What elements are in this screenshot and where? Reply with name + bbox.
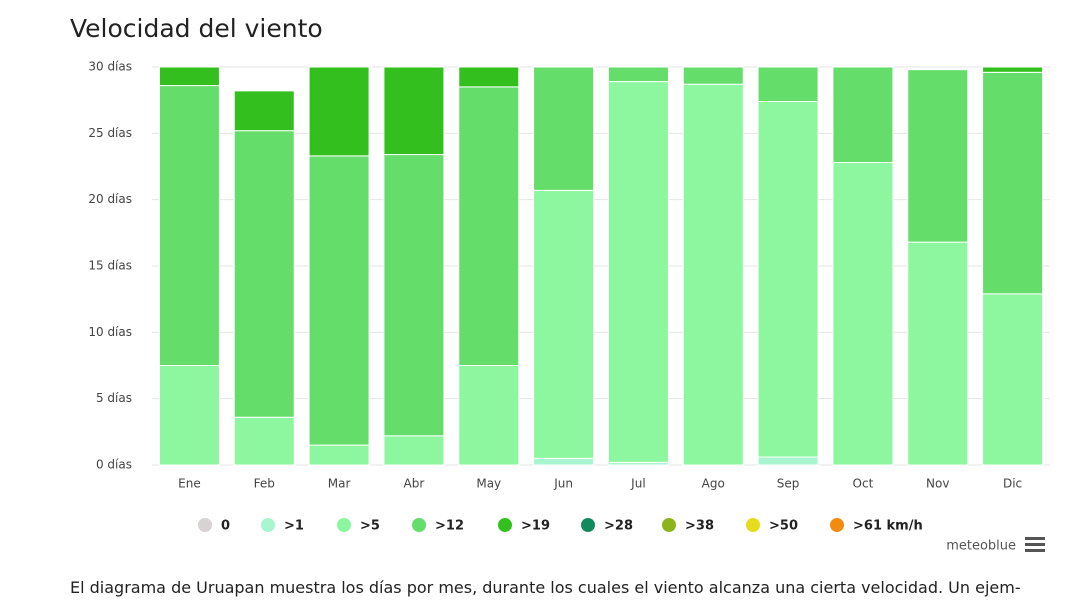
legend-swatch <box>412 518 426 532</box>
x-tick-label: May <box>476 477 501 491</box>
bar-segment <box>533 189 595 459</box>
bar-segment <box>233 416 295 466</box>
bar-segment <box>682 83 744 466</box>
bar-segment <box>907 69 969 243</box>
bar-segment <box>383 154 445 437</box>
legend-swatch <box>581 518 595 532</box>
legend-swatch <box>198 518 212 532</box>
bar-segment <box>757 456 819 466</box>
x-tick-label: Jul <box>630 477 645 491</box>
bar-segment <box>308 155 370 446</box>
bar-segment <box>158 85 220 366</box>
legend-swatch <box>261 518 275 532</box>
x-tick-label: Oct <box>853 477 874 491</box>
x-tick-label: Abr <box>404 477 425 491</box>
bar-segment <box>158 365 220 466</box>
legend-swatch <box>498 518 512 532</box>
x-tick-label: Nov <box>926 477 949 491</box>
description: El diagrama de Uruapan muestra los días … <box>70 578 1021 597</box>
bar-segment <box>308 66 370 157</box>
legend-label: >12 <box>435 519 464 534</box>
legend-swatch <box>337 518 351 532</box>
chart: Velocidad del viento meteoblue 0 días 5 d… <box>70 14 1050 554</box>
legend-swatch <box>746 518 760 532</box>
menu-line <box>1025 543 1045 546</box>
bar-segment <box>982 293 1044 466</box>
bar-segment <box>832 162 894 466</box>
x-tick-label: Mar <box>328 477 351 491</box>
bar-segment <box>607 81 669 463</box>
bar-segment <box>233 90 295 132</box>
bar-segment <box>757 100 819 458</box>
x-tick-label: Ago <box>702 477 725 491</box>
legend-label: >28 <box>604 519 633 534</box>
bar-segment <box>982 66 1044 73</box>
bar-segment <box>383 435 445 466</box>
y-tick-label: 20 días <box>88 192 132 206</box>
y-tick-label: 30 días <box>88 60 132 74</box>
x-tick-label: Dic <box>1003 477 1022 491</box>
bar-segment <box>458 365 520 466</box>
legend-label: >38 <box>685 519 714 534</box>
bar-segment <box>383 66 445 156</box>
legend-swatch <box>662 518 676 532</box>
x-tick-label: Feb <box>254 477 275 491</box>
legend-label: 0 <box>221 519 230 534</box>
legend-label: >19 <box>521 519 550 534</box>
y-tick-label: 0 días <box>96 458 132 472</box>
x-tick-label: Jun <box>553 477 573 491</box>
bar-segment <box>757 66 819 102</box>
x-tick-label: Sep <box>777 477 800 491</box>
bar-segment <box>607 66 669 83</box>
credit[interactable]: meteoblue <box>946 539 1016 554</box>
menu-line <box>1025 549 1045 552</box>
bar-segment <box>907 241 969 466</box>
bar-segment <box>832 66 894 164</box>
x-tick-label: Ene <box>178 477 201 491</box>
bar-segment <box>458 86 520 367</box>
chart-title: Velocidad del viento <box>70 14 323 43</box>
bar-segment <box>533 66 595 191</box>
bar-segment <box>458 66 520 88</box>
legend-label: >5 <box>360 519 380 534</box>
legend-swatch <box>830 518 844 532</box>
legend-label: >50 <box>769 519 798 534</box>
y-tick-label: 25 días <box>88 126 132 140</box>
bar-segment <box>308 444 370 466</box>
bar-segment <box>533 457 595 466</box>
bar-segment <box>982 71 1044 295</box>
bar-segment <box>158 66 220 87</box>
bar-segment <box>233 130 295 418</box>
y-tick-label: 5 días <box>96 391 132 405</box>
menu-line <box>1025 537 1045 540</box>
menu-icon[interactable] <box>1025 537 1045 552</box>
legend-label: >1 <box>284 519 304 534</box>
bar-segment <box>682 66 744 85</box>
legend-label: >61 km/h <box>853 519 923 534</box>
y-tick-label: 15 días <box>88 259 132 273</box>
y-tick-label: 10 días <box>88 325 132 339</box>
